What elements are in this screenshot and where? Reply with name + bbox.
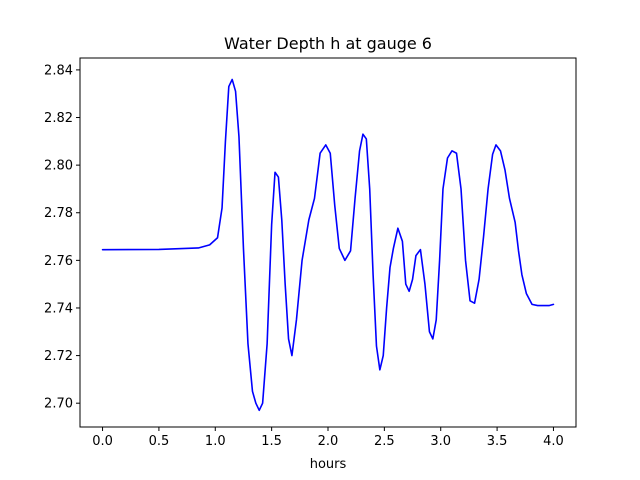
- y-tick-label: 2.76: [44, 254, 73, 269]
- y-tick-label: 2.78: [44, 206, 73, 221]
- y-tick-label: 2.84: [44, 63, 73, 78]
- y-tick-label: 2.70: [44, 397, 73, 412]
- axes-frame: [79, 57, 577, 428]
- y-tick-label: 2.74: [44, 301, 73, 316]
- x-tick-label: 1.0: [205, 434, 226, 449]
- x-tick-label: 2.0: [318, 434, 339, 449]
- x-tick-label: 0.0: [92, 434, 113, 449]
- x-axis-label: hours: [310, 457, 347, 472]
- y-tick-label: 2.82: [44, 111, 73, 126]
- plot-area: [79, 57, 577, 428]
- x-tick-label: 1.5: [261, 434, 282, 449]
- y-axis-ticks: 2.70 2.72 2.74 2.76 2.78 2.80 2.82 2.84: [44, 63, 80, 412]
- x-tick-label: 2.5: [374, 434, 395, 449]
- x-tick-label: 3.0: [430, 434, 451, 449]
- chart-title: Water Depth h at gauge 6: [224, 34, 432, 53]
- y-tick-label: 2.80: [44, 159, 73, 174]
- y-tick-label: 2.72: [44, 349, 73, 364]
- x-tick-label: 3.5: [487, 434, 508, 449]
- x-tick-label: 0.5: [149, 434, 170, 449]
- x-tick-label: 4.0: [543, 434, 564, 449]
- x-axis-ticks: 0.0 0.5 1.0 1.5 2.0 2.5 3.0 3.5 4.0: [92, 427, 564, 449]
- series-line-0: [101, 78, 555, 412]
